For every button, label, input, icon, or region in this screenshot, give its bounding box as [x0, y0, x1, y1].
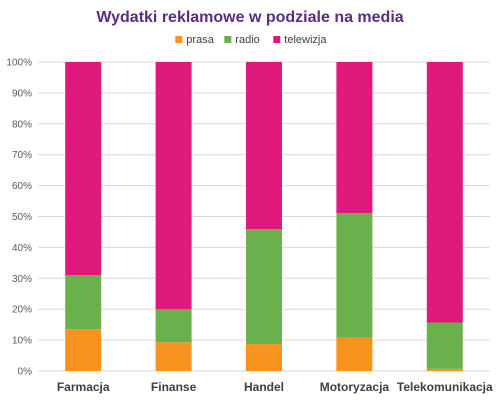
- x-category-label: Finanse: [151, 380, 197, 394]
- y-tick-label: 40%: [12, 243, 32, 254]
- legend: prasa radio telewizja: [175, 34, 327, 46]
- x-category-label: Telekomunikacja: [397, 380, 493, 394]
- chart-title: Wydatki reklamowe w podziale na media: [96, 9, 403, 26]
- bar-segment-prasa: [426, 368, 463, 371]
- y-tick-label: 80%: [12, 119, 32, 130]
- x-axis-labels: Farmacja Finanse Handel Motoryzacja Telekomu…: [57, 380, 493, 394]
- y-tick-label: 100%: [6, 58, 32, 69]
- bar-segment-telewizja: [246, 62, 282, 230]
- legend-label-telewizja: telewizja: [284, 34, 327, 46]
- legend-swatch-prasa: [175, 36, 183, 43]
- bar-segment-telewizja: [426, 62, 463, 323]
- bar-segment-radio: [336, 213, 373, 338]
- bar-segment-radio: [65, 275, 102, 330]
- bar-segment-telewizja: [155, 62, 192, 310]
- y-tick-label: 70%: [12, 150, 32, 161]
- bar-segment-telewizja: [65, 62, 102, 276]
- y-tick-label: 90%: [12, 88, 32, 99]
- y-tick-label: 60%: [12, 181, 32, 192]
- legend-swatch-telewizja: [273, 36, 281, 43]
- bar-segment-prasa: [65, 329, 102, 371]
- bar-segment-radio: [426, 322, 463, 369]
- bar-segment-prasa: [246, 344, 282, 371]
- legend-label-prasa: prasa: [186, 34, 214, 46]
- y-tick-label: 20%: [12, 305, 32, 316]
- y-axis-ticks: 0% 10% 20% 30% 40% 50% 60% 70% 80% 90% 100%: [6, 58, 32, 378]
- bar-segment-radio: [246, 229, 282, 345]
- y-tick-label: 50%: [12, 212, 32, 223]
- bars: [65, 62, 463, 371]
- legend-label-radio: radio: [235, 34, 259, 46]
- x-category-label: Motoryzacja: [320, 380, 390, 394]
- legend-swatch-radio: [224, 36, 232, 43]
- bar-segment-prasa: [155, 342, 192, 371]
- x-category-label: Handel: [244, 380, 284, 394]
- x-category-label: Farmacja: [57, 380, 110, 394]
- bar-segment-prasa: [336, 337, 373, 371]
- y-tick-label: 10%: [12, 336, 32, 347]
- y-tick-label: 0%: [18, 367, 33, 378]
- bar-segment-radio: [155, 309, 192, 343]
- y-tick-label: 30%: [12, 274, 32, 285]
- bar-segment-telewizja: [336, 62, 373, 214]
